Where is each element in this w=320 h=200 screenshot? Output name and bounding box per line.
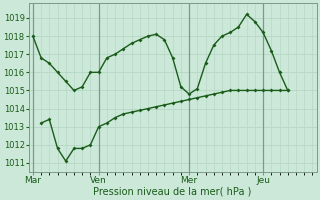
X-axis label: Pression niveau de la mer( hPa ): Pression niveau de la mer( hPa )	[93, 187, 252, 197]
